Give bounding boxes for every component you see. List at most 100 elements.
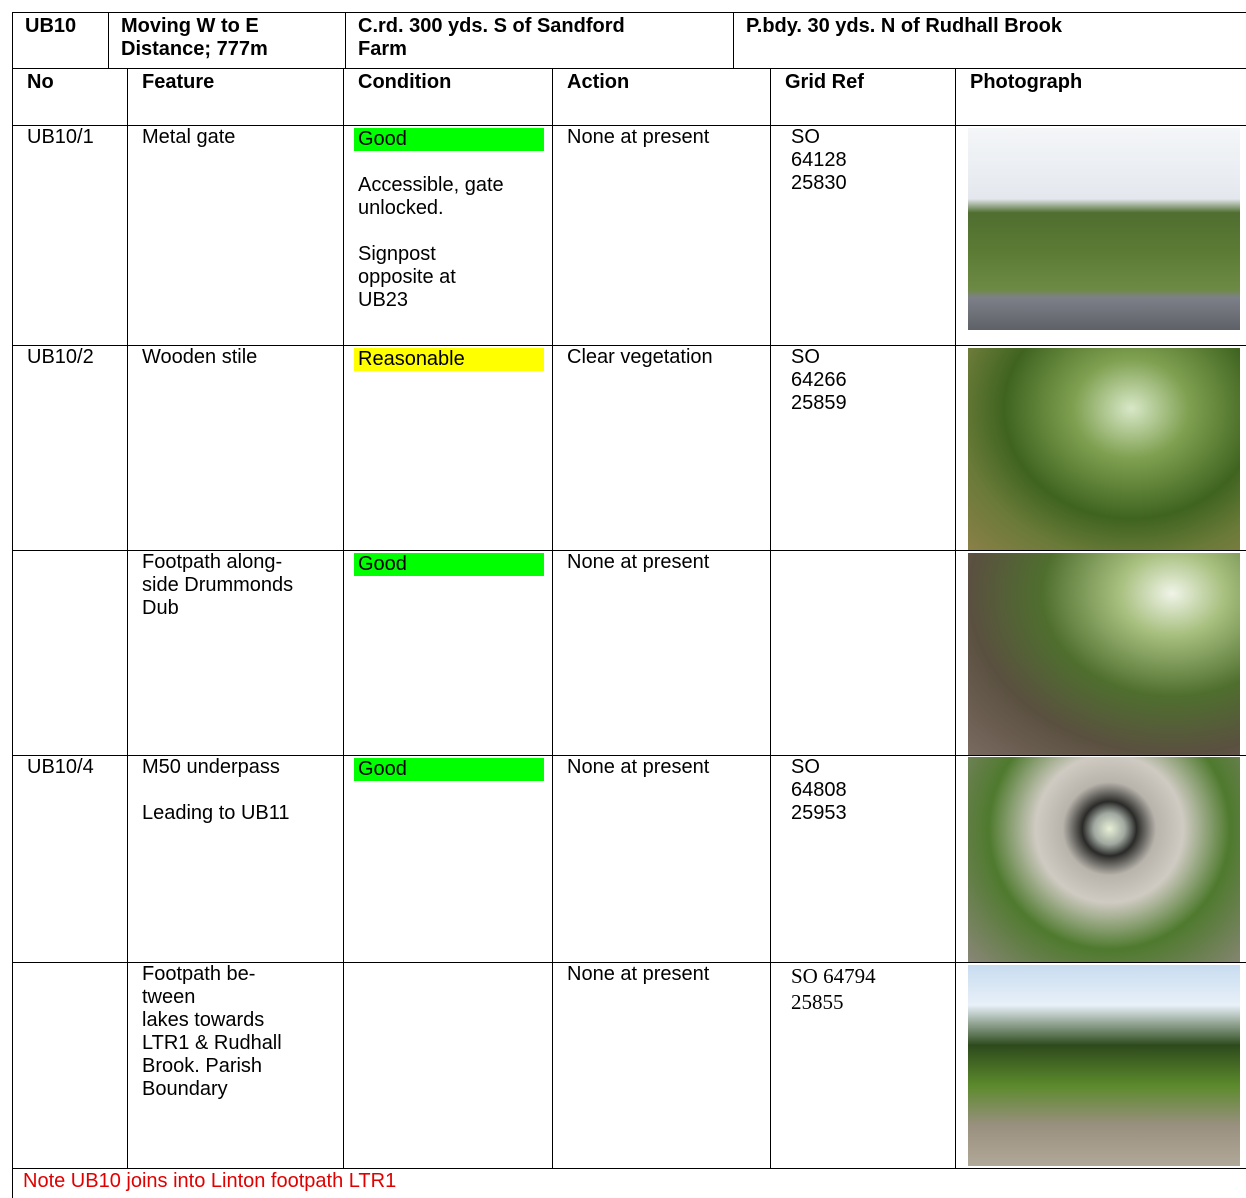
action: None at present [567,551,770,574]
condition-cell: Good [344,551,553,756]
feature-id: UB10/1 [27,126,127,149]
text-line: 25830 [791,172,955,195]
text-line: 25953 [791,802,955,825]
text-line: SO 64794 [791,963,955,989]
action: None at present [567,963,770,986]
action-cell: None at present [553,756,771,963]
text-line: opposite at [358,266,552,289]
text-line: tween [142,986,343,1009]
column-header: Action [553,69,771,126]
text-line: SO [791,346,955,369]
text-line: Moving W to E [121,15,345,38]
text-line: Footpath be- [142,963,343,986]
text-line: 64128 [791,149,955,172]
paragraph: Wooden stile [142,346,343,369]
no-cell: UB10/1 [13,126,128,346]
action-cell: Clear vegetation [553,346,771,551]
text-line: Dub [142,597,343,620]
text-line: Accessible, gate [358,174,552,197]
paragraph: M50 underpass [142,756,343,779]
photo [968,965,1240,1166]
text-line: lakes towards [142,1009,343,1032]
text-line: SO [791,756,955,779]
action-cell: None at present [553,126,771,346]
action: Clear vegetation [567,346,770,369]
photo [968,128,1240,330]
text-line: Distance; 777m [121,38,345,61]
text-line: Metal gate [142,126,343,149]
text-line: Farm [358,38,733,61]
column-header: Grid Ref [771,69,956,126]
action-cell: None at present [553,551,771,756]
column-header: Photograph [956,69,1246,126]
text-line: Wooden stile [142,346,343,369]
grid-ref-cell [771,551,956,756]
no-cell: UB10/4 [13,756,128,963]
feature-cell: Metal gate [128,126,344,346]
text-line: Boundary [142,1078,343,1101]
feature-id: UB10/2 [27,346,127,369]
action: None at present [567,126,770,149]
column-header: Condition [344,69,553,126]
no-cell: UB10/2 [13,346,128,551]
text-line: P.bdy. 30 yds. N of Rudhall Brook [746,15,1246,38]
action-cell: None at present [553,963,771,1169]
photo [968,757,1240,962]
text-line: UB10 [25,15,108,38]
text-line: unlocked. [358,197,552,220]
action: None at present [567,756,770,779]
paragraph: Metal gate [142,126,343,149]
no-cell [13,963,128,1169]
text-line: Footpath along- [142,551,343,574]
text-line: 64808 [791,779,955,802]
condition-status: Reasonable [354,348,544,371]
condition-cell: Good [344,756,553,963]
text-line: 64266 [791,369,955,392]
note: Note UB10 joins into Linton footpath LTR… [12,1168,1246,1198]
text-line: side Drummonds [142,574,343,597]
condition-status: Good [354,128,544,151]
text-line: LTR1 & Rudhall [142,1032,343,1055]
text-line: Brook. Parish [142,1055,343,1078]
photo [968,553,1240,755]
text-line: SO [791,126,955,149]
header-cell: UB10 [13,13,109,69]
text-line: Leading to UB11 [142,802,343,825]
feature-cell: Wooden stile [128,346,344,551]
paragraph: Leading to UB11 [142,802,343,825]
text-line: C.rd. 300 yds. S of Sandford [358,15,733,38]
header-cell: P.bdy. 30 yds. N of Rudhall Brook [734,13,1246,69]
condition-cell [344,963,553,1169]
text-line: 25859 [791,392,955,415]
column-header: Feature [128,69,344,126]
text-line: 25855 [791,989,955,1015]
condition-cell: Reasonable [344,346,553,551]
feature-id: UB10/4 [27,756,127,779]
condition-status: Good [354,553,544,576]
text-line: UB23 [358,289,552,312]
column-header: No [13,69,128,126]
text-line: M50 underpass [142,756,343,779]
text-line: Signpost [358,243,552,266]
no-cell [13,551,128,756]
condition-status: Good [354,758,544,781]
feature-cell: M50 underpass Leading to UB11 [128,756,344,963]
photo [968,348,1240,550]
